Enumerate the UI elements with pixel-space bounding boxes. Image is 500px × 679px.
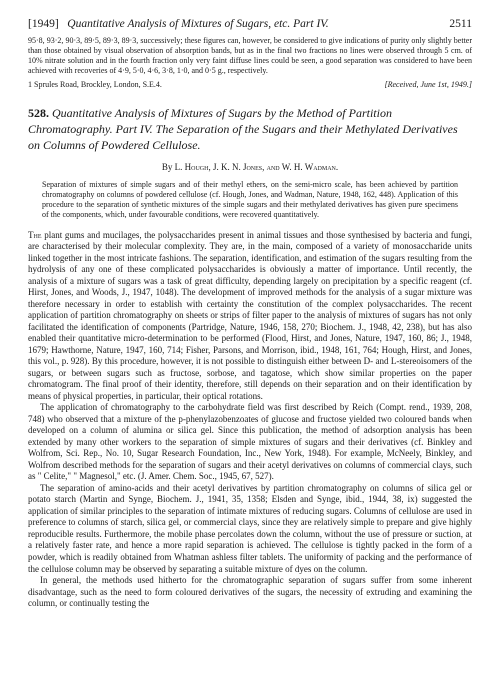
running-head-pagenum: 2511 — [449, 18, 472, 30]
address-received: [Received, June 1st, 1949.] — [384, 80, 472, 89]
running-head-year: [1949] — [28, 18, 59, 30]
running-head: [1949] Quantitative Analysis of Mixtures… — [28, 18, 472, 30]
address-left: 1 Sprules Road, Brockley, London, S.E.4. — [28, 80, 162, 89]
para-rest: plant gums and mucilages, the polysaccha… — [28, 230, 472, 401]
para-lead: The — [28, 230, 42, 240]
running-head-title: Quantitative Analysis of Mixtures of Sug… — [67, 18, 328, 30]
article-title: Quantitative Analysis of Mixtures of Sug… — [28, 106, 458, 152]
article-abstract: Separation of mixtures of simple sugars … — [42, 180, 458, 220]
article-number: 528. — [28, 106, 49, 120]
previous-article-tail: 95·8, 93·2, 90·3, 89·5, 89·3, 89·3, succ… — [28, 36, 472, 76]
body-para: The plant gums and mucilages, the polysa… — [28, 230, 472, 403]
body-para: The application of chromatography to the… — [28, 402, 472, 483]
authors-names: L. Hough, J. K. N. Jones, and W. H. Wadm… — [175, 162, 339, 172]
article-title-block: 528. Quantitative Analysis of Mixtures o… — [28, 105, 472, 154]
body-para: The separation of amino-acids and their … — [28, 483, 472, 575]
article-body: The plant gums and mucilages, the polysa… — [28, 230, 472, 610]
body-para: In general, the methods used hitherto fo… — [28, 575, 472, 610]
authors-by: By — [162, 162, 175, 172]
previous-article-address: 1 Sprules Road, Brockley, London, S.E.4.… — [28, 80, 472, 89]
article-authors: By L. Hough, J. K. N. Jones, and W. H. W… — [28, 162, 472, 172]
